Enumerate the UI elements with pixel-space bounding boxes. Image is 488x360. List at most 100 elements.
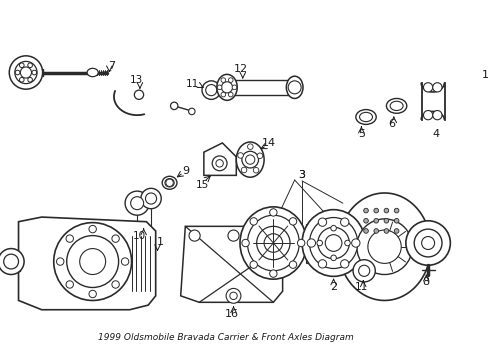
Circle shape: [367, 230, 401, 264]
Polygon shape: [305, 225, 342, 264]
Circle shape: [363, 219, 367, 223]
Text: 4: 4: [431, 129, 438, 139]
Circle shape: [318, 218, 326, 226]
Circle shape: [423, 83, 432, 92]
Ellipse shape: [164, 179, 174, 187]
Circle shape: [66, 235, 119, 288]
Circle shape: [189, 230, 200, 241]
Circle shape: [141, 188, 161, 209]
Circle shape: [413, 229, 441, 257]
Circle shape: [57, 258, 64, 265]
Circle shape: [242, 239, 249, 247]
Circle shape: [393, 208, 398, 213]
Polygon shape: [226, 80, 294, 95]
Circle shape: [340, 218, 348, 226]
Circle shape: [80, 248, 105, 275]
Circle shape: [245, 155, 254, 164]
Circle shape: [340, 260, 348, 268]
Circle shape: [373, 219, 378, 223]
Circle shape: [432, 111, 441, 120]
Circle shape: [241, 167, 246, 173]
Text: 12: 12: [233, 64, 247, 74]
Circle shape: [393, 229, 398, 233]
Circle shape: [432, 83, 441, 92]
Ellipse shape: [247, 215, 299, 271]
Polygon shape: [338, 193, 430, 301]
Ellipse shape: [162, 176, 177, 189]
Circle shape: [330, 255, 336, 261]
Ellipse shape: [389, 101, 402, 111]
Text: 16: 16: [224, 309, 238, 319]
Ellipse shape: [302, 210, 365, 276]
Ellipse shape: [386, 98, 406, 113]
Circle shape: [363, 229, 367, 233]
Text: 1999 Oldsmobile Bravada Carrier & Front Axles Diagram: 1999 Oldsmobile Bravada Carrier & Front …: [98, 333, 353, 342]
Circle shape: [66, 281, 73, 288]
Circle shape: [221, 78, 225, 82]
Circle shape: [228, 78, 233, 82]
Circle shape: [20, 77, 24, 82]
Ellipse shape: [87, 68, 98, 77]
Circle shape: [267, 230, 278, 241]
Circle shape: [170, 102, 178, 109]
Circle shape: [89, 225, 96, 233]
Circle shape: [287, 81, 301, 94]
Circle shape: [15, 70, 20, 75]
Circle shape: [112, 281, 119, 288]
Text: 2: 2: [329, 282, 336, 292]
Circle shape: [112, 235, 119, 242]
Circle shape: [28, 63, 32, 68]
Circle shape: [221, 82, 232, 93]
Circle shape: [188, 108, 195, 115]
Circle shape: [134, 90, 143, 99]
Text: 9: 9: [182, 166, 188, 176]
Circle shape: [217, 85, 222, 90]
Text: 14: 14: [261, 138, 275, 148]
Circle shape: [257, 153, 262, 158]
Ellipse shape: [286, 76, 303, 98]
Circle shape: [325, 235, 341, 251]
Circle shape: [316, 240, 322, 246]
Polygon shape: [203, 143, 236, 175]
Text: 8: 8: [422, 277, 429, 287]
Circle shape: [121, 258, 128, 265]
Ellipse shape: [309, 217, 357, 269]
Circle shape: [216, 159, 223, 167]
Circle shape: [317, 227, 348, 259]
Circle shape: [306, 239, 315, 247]
Text: 7: 7: [107, 61, 115, 71]
Circle shape: [212, 156, 226, 171]
Circle shape: [125, 191, 149, 215]
Text: 11: 11: [185, 78, 199, 89]
Circle shape: [249, 218, 257, 225]
Circle shape: [20, 63, 24, 68]
Circle shape: [373, 229, 378, 233]
Circle shape: [383, 229, 388, 233]
Circle shape: [15, 62, 37, 84]
Circle shape: [229, 292, 237, 300]
Text: 5: 5: [357, 129, 364, 139]
Ellipse shape: [216, 75, 237, 100]
Circle shape: [202, 81, 220, 99]
Circle shape: [242, 151, 258, 168]
Circle shape: [227, 230, 239, 241]
Circle shape: [264, 234, 282, 252]
Circle shape: [20, 67, 31, 78]
Circle shape: [318, 260, 326, 268]
Circle shape: [221, 92, 225, 97]
Circle shape: [9, 56, 42, 89]
Circle shape: [289, 261, 296, 268]
Ellipse shape: [359, 112, 372, 122]
Circle shape: [363, 208, 367, 213]
Circle shape: [358, 265, 369, 276]
Circle shape: [28, 77, 32, 82]
Ellipse shape: [236, 142, 264, 177]
Circle shape: [256, 226, 289, 260]
Circle shape: [237, 153, 243, 158]
Polygon shape: [4, 252, 20, 271]
Circle shape: [423, 111, 432, 120]
Circle shape: [373, 208, 378, 213]
Circle shape: [253, 167, 258, 173]
Circle shape: [351, 239, 359, 247]
Circle shape: [66, 235, 73, 242]
